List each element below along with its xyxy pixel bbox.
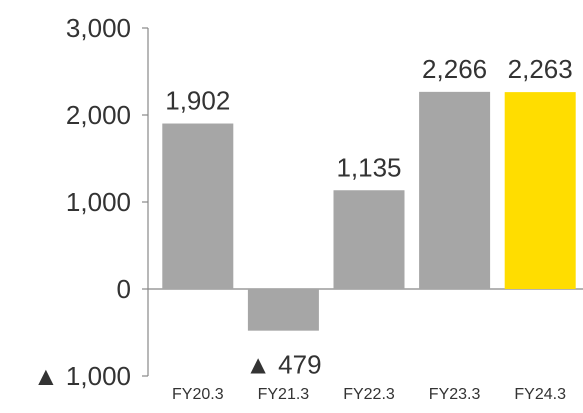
- data-label-FY22.3: 1,135: [336, 152, 401, 182]
- bar-FY24.3: [504, 92, 576, 289]
- y-tick-label: 0: [117, 274, 131, 304]
- data-label-FY24.3: 2,263: [508, 54, 573, 84]
- y-tick-label: ▲ 1,000: [33, 361, 131, 391]
- x-tick-label-FY23.3: FY23.3: [429, 386, 481, 403]
- y-tick-label: 2,000: [66, 100, 131, 130]
- y-tick-label: 1,000: [66, 187, 131, 217]
- bar-FY22.3: [333, 190, 405, 289]
- data-label-FY21.3: ▲ 479: [245, 350, 321, 380]
- bar-FY20.3: [162, 123, 234, 289]
- data-label-FY20.3: 1,902: [165, 86, 230, 116]
- y-tick-label: 3,000: [66, 13, 131, 43]
- x-tick-label-FY22.3: FY22.3: [343, 386, 395, 403]
- bar-FY21.3: [247, 289, 319, 331]
- x-tick-label-FY20.3: FY20.3: [172, 386, 224, 403]
- data-label-FY23.3: 2,266: [422, 54, 487, 84]
- x-tick-label-FY24.3: FY24.3: [514, 386, 566, 403]
- x-tick-label-FY21.3: FY21.3: [258, 386, 310, 403]
- bar-FY23.3: [419, 91, 491, 289]
